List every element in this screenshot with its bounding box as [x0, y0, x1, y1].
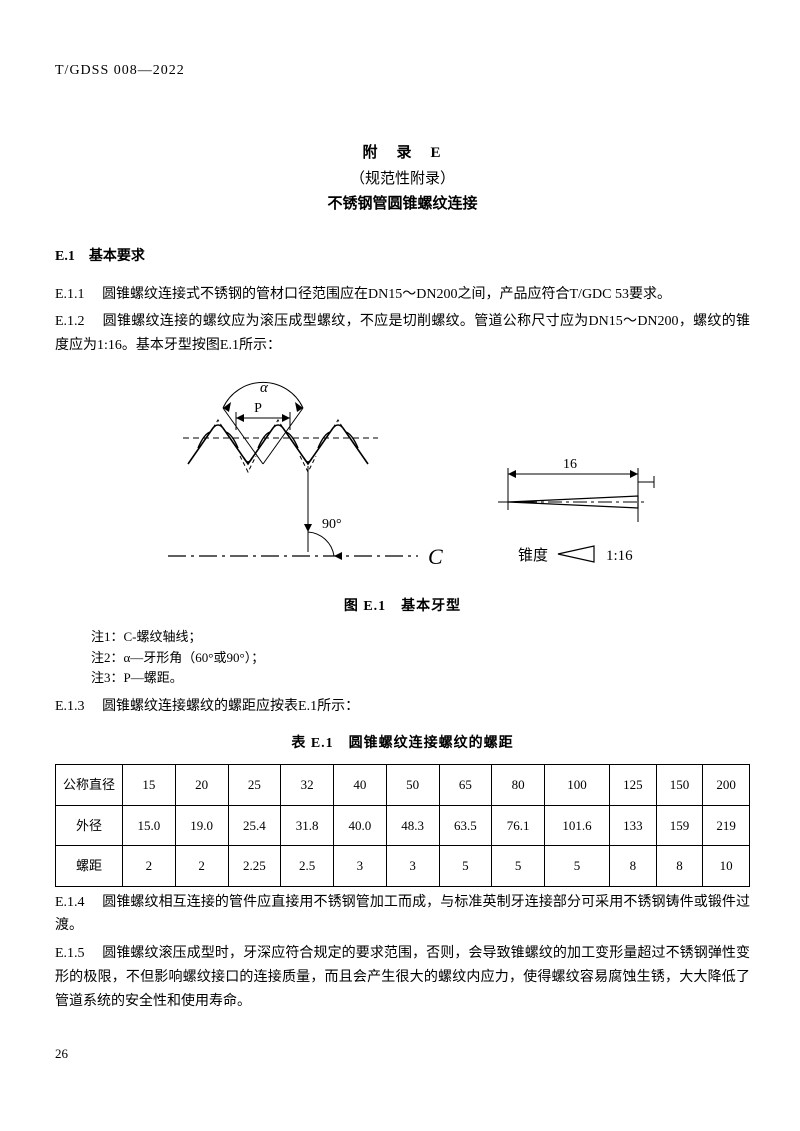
- cell: 5: [545, 846, 610, 887]
- table-row: 外径 15.0 19.0 25.4 31.8 40.0 48.3 63.5 76…: [56, 805, 750, 846]
- clause-e13: E.1.3 圆锥螺纹连接螺纹的螺距应按表E.1所示：: [55, 695, 750, 719]
- cell: 2.5: [281, 846, 334, 887]
- axis-c-label: C: [428, 544, 443, 569]
- cell: 159: [656, 805, 703, 846]
- clause-label: E.1.2: [55, 314, 85, 329]
- cell: 8: [656, 846, 703, 887]
- cell: 2: [175, 846, 228, 887]
- cell: 15: [123, 765, 176, 806]
- clause-e14: E.1.4 圆锥螺纹相互连接的管件应直接用不锈钢管加工而成，与标准英制牙连接部分…: [55, 891, 750, 939]
- row-header: 螺距: [56, 846, 123, 887]
- taper-diagram: 16 锥度 1:16: [478, 452, 678, 582]
- clause-label: E.1.5: [55, 946, 85, 961]
- row-header: 公称直径: [56, 765, 123, 806]
- taper-length: 16: [563, 457, 577, 472]
- clause-e11: E.1.1 圆锥螺纹连接式不锈钢的管材口径范围应在DN15～DN200之间，产品…: [55, 283, 750, 307]
- table-caption: 表 E.1 圆锥螺纹连接螺纹的螺距: [55, 733, 750, 754]
- cell: 3: [386, 846, 439, 887]
- cell: 48.3: [386, 805, 439, 846]
- cell: 100: [545, 765, 610, 806]
- clause-text: 圆锥螺纹滚压成型时，牙深应符合规定的要求范围，否则，会导致锥螺纹的加工变形量超过…: [55, 946, 750, 1009]
- cell: 50: [386, 765, 439, 806]
- cell: 25.4: [228, 805, 281, 846]
- cell: 31.8: [281, 805, 334, 846]
- appendix-title: 附 录 E: [55, 141, 750, 167]
- cell: 76.1: [492, 805, 545, 846]
- cell: 125: [610, 765, 657, 806]
- cell: 40: [334, 765, 387, 806]
- page-number: 26: [55, 1044, 750, 1064]
- appendix-header: 附 录 E （规范性附录） 不锈钢管圆锥螺纹连接: [55, 141, 750, 218]
- row-header: 外径: [56, 805, 123, 846]
- cell: 40.0: [334, 805, 387, 846]
- cell: 63.5: [439, 805, 492, 846]
- clause-e15: E.1.5 圆锥螺纹滚压成型时，牙深应符合规定的要求范围，否则，会导致锥螺纹的加…: [55, 942, 750, 1013]
- clause-text: 圆锥螺纹相互连接的管件应直接用不锈钢管加工而成，与标准英制牙连接部分可采用不锈钢…: [55, 895, 750, 934]
- cell: 219: [703, 805, 750, 846]
- figure-e1: α P 90° C: [55, 372, 750, 582]
- document-code: T/GDSS 008—2022: [55, 60, 750, 81]
- cell: 3: [334, 846, 387, 887]
- cell: 80: [492, 765, 545, 806]
- cell: 5: [492, 846, 545, 887]
- cell: 133: [610, 805, 657, 846]
- note-2: 注2：α—牙形角（60°或90°）；: [91, 648, 750, 669]
- cell: 8: [610, 846, 657, 887]
- figure-caption: 图 E.1 基本牙型: [55, 596, 750, 617]
- section-heading-e1: E.1 基本要求: [55, 246, 750, 267]
- alpha-label: α: [260, 380, 269, 396]
- figure-notes: 注1：C-螺纹轴线； 注2：α—牙形角（60°或90°）； 注3：P—螺距。: [91, 627, 750, 689]
- thread-profile-diagram: α P 90° C: [128, 372, 458, 582]
- clause-text: 圆锥螺纹连接式不锈钢的管材口径范围应在DN15～DN200之间，产品应符合T/G…: [102, 287, 671, 302]
- cell: 101.6: [545, 805, 610, 846]
- appendix-subject: 不锈钢管圆锥螺纹连接: [55, 192, 750, 218]
- clause-text: 圆锥螺纹连接螺纹的螺距应按表E.1所示：: [102, 699, 359, 714]
- note-3: 注3：P—螺距。: [91, 668, 750, 689]
- note-1: 注1：C-螺纹轴线；: [91, 627, 750, 648]
- taper-ratio: 1:16: [606, 548, 633, 564]
- clause-label: E.1.4: [55, 895, 85, 910]
- appendix-type: （规范性附录）: [55, 167, 750, 193]
- cell: 65: [439, 765, 492, 806]
- table-row: 螺距 2 2 2.25 2.5 3 3 5 5 5 8 8 10: [56, 846, 750, 887]
- cell: 2.25: [228, 846, 281, 887]
- cell: 20: [175, 765, 228, 806]
- clause-label: E.1.3: [55, 699, 85, 714]
- pitch-label: P: [254, 401, 262, 416]
- pitch-table: 公称直径 15 20 25 32 40 50 65 80 100 125 150…: [55, 764, 750, 887]
- table-row: 公称直径 15 20 25 32 40 50 65 80 100 125 150…: [56, 765, 750, 806]
- taper-word: 锥度: [518, 547, 548, 564]
- clause-e12: E.1.2 圆锥螺纹连接的螺纹应为滚压成型螺纹，不应是切削螺纹。管道公称尺寸应为…: [55, 310, 750, 358]
- cell: 15.0: [123, 805, 176, 846]
- angle-90-label: 90°: [322, 517, 342, 532]
- cell: 150: [656, 765, 703, 806]
- cell: 32: [281, 765, 334, 806]
- clause-label: E.1.1: [55, 287, 85, 302]
- cell: 10: [703, 846, 750, 887]
- clause-text: 圆锥螺纹连接的螺纹应为滚压成型螺纹，不应是切削螺纹。管道公称尺寸应为DN15～D…: [55, 314, 750, 353]
- cell: 2: [123, 846, 176, 887]
- cell: 200: [703, 765, 750, 806]
- cell: 19.0: [175, 805, 228, 846]
- cell: 25: [228, 765, 281, 806]
- cell: 5: [439, 846, 492, 887]
